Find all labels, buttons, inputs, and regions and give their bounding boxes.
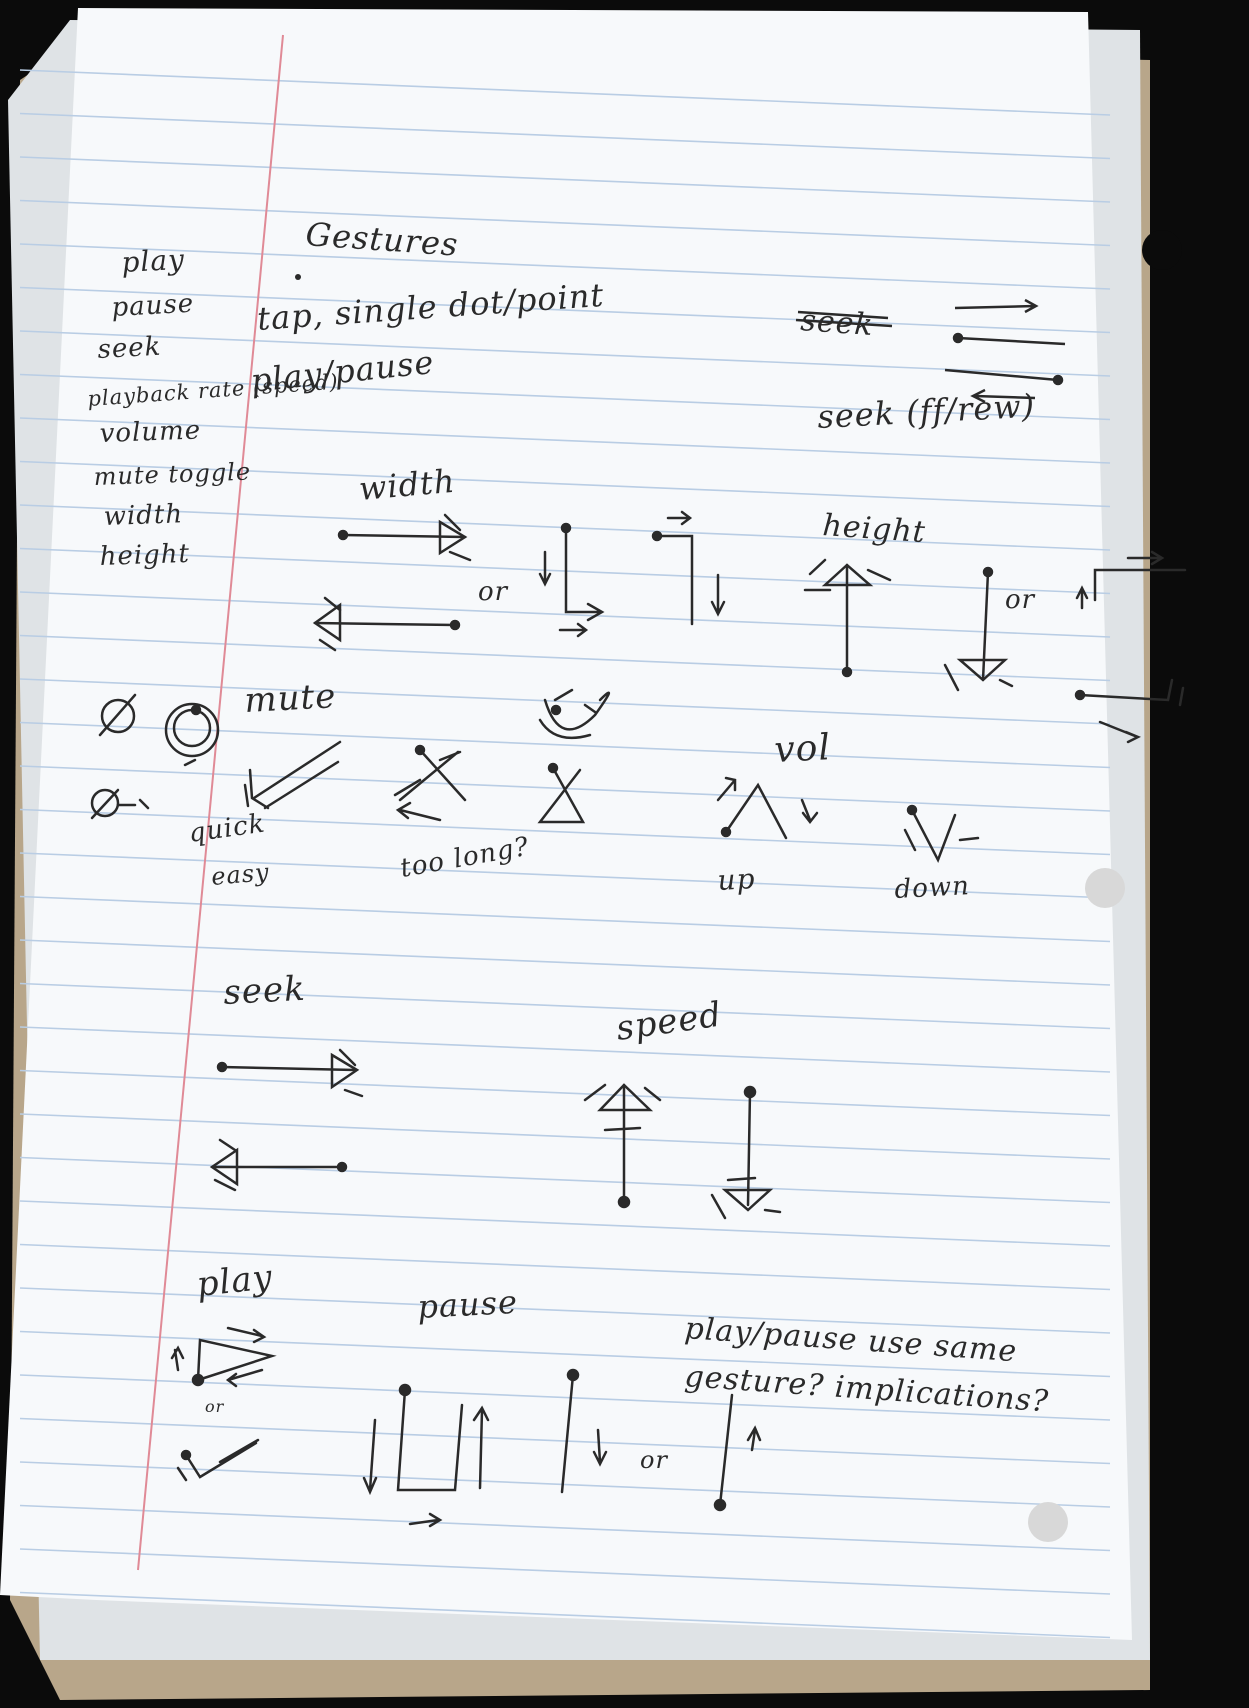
- rule-line: [19, 1548, 1111, 1595]
- or-label: or: [205, 1397, 225, 1416]
- mute-gesture-drawing: [90, 688, 610, 824]
- rule-line: [19, 1504, 1111, 1552]
- rule-line: [19, 1330, 1111, 1378]
- rule-line: [19, 1287, 1111, 1334]
- feature-list-item: play: [121, 243, 186, 279]
- label-play: play: [195, 1257, 275, 1305]
- label-down: down: [894, 871, 971, 905]
- or-label: or: [640, 1446, 668, 1474]
- rule-line: [19, 112, 1111, 160]
- label-mute: mute: [243, 676, 337, 721]
- or-label: or: [1005, 585, 1036, 615]
- strike-through: [795, 318, 893, 328]
- rule-line: [19, 678, 1111, 725]
- rule-line: [19, 721, 1111, 769]
- volume-gesture-drawing: [716, 776, 980, 864]
- feature-list-item: height: [99, 539, 190, 572]
- rule-line: [19, 199, 1111, 247]
- label-seek: seek: [222, 969, 306, 1013]
- rule-line: [19, 1591, 1111, 1639]
- rule-line: [19, 939, 1111, 986]
- label-up: up: [717, 862, 757, 897]
- strike-through: [797, 310, 889, 320]
- feature-list-item: mute toggle: [93, 458, 251, 491]
- rule-line: [19, 1461, 1111, 1508]
- punch-hole: [1028, 1502, 1068, 1542]
- rule-line: [19, 591, 1111, 638]
- rule-line: [19, 634, 1111, 682]
- rule-line: [19, 286, 1111, 334]
- play-gesture-drawing: [170, 1326, 277, 1482]
- rule-line: [19, 460, 1111, 508]
- seek-forward-backward-gesture: [944, 298, 1066, 404]
- rule-line: [19, 1069, 1111, 1117]
- rule-line: [19, 1113, 1111, 1160]
- height-gesture-drawing: [803, 550, 1187, 744]
- rule-line: [19, 330, 1111, 377]
- label-pause: pause: [416, 1283, 518, 1326]
- punch-hole: [1085, 868, 1125, 908]
- or-label: or: [478, 577, 509, 607]
- margin-line: [137, 34, 284, 1571]
- feature-list-item: volume: [99, 415, 201, 449]
- rule-line: [19, 1243, 1111, 1291]
- feature-list-item: seek: [97, 332, 162, 365]
- rule-line: [19, 417, 1111, 464]
- tap-dot: [295, 274, 301, 280]
- rule-line: [19, 982, 1111, 1030]
- label-easy: easy: [210, 858, 271, 891]
- rule-line: [19, 808, 1111, 856]
- rule-line: [19, 373, 1111, 421]
- rule-line: [19, 852, 1111, 899]
- feature-list-item: width: [103, 499, 183, 532]
- pause-gesture-drawing: [362, 1368, 762, 1528]
- rule-line: [19, 1200, 1111, 1247]
- label-height: height: [821, 508, 926, 550]
- label-width: width: [357, 462, 457, 508]
- ruled-lines: [19, 69, 1111, 1639]
- rule-line: [19, 69, 1111, 116]
- rule-line: [19, 156, 1111, 203]
- rule-line: [19, 1417, 1111, 1465]
- punch-hole: [1142, 230, 1182, 270]
- paper-sheet: [0, 8, 1132, 1640]
- rule-line: [19, 1026, 1111, 1073]
- speed-gesture-drawing: [583, 1083, 782, 1220]
- seek-gesture-drawing: [209, 1048, 364, 1192]
- rule-line: [19, 1156, 1111, 1204]
- feature-list-item: pause: [111, 289, 195, 323]
- label-vol: vol: [773, 727, 832, 771]
- rule-line: [19, 243, 1111, 290]
- width-gesture-drawing: [312, 510, 726, 652]
